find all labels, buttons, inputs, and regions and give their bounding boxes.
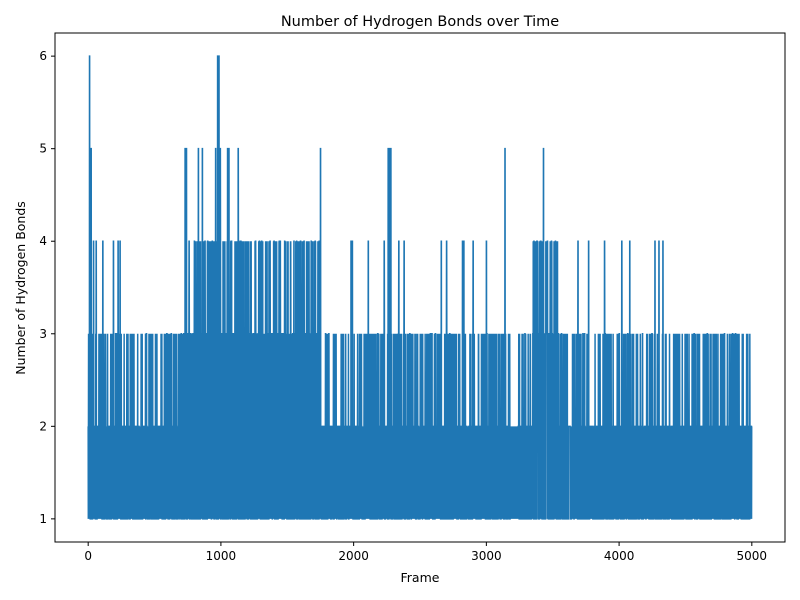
x-axis-label: Frame bbox=[401, 570, 440, 585]
series-line-group bbox=[87, 55, 753, 520]
y-tick-label: 2 bbox=[39, 419, 47, 433]
x-axis-ticks: 0 1000 2000 3000 4000 5000 bbox=[84, 542, 767, 563]
chart-title: Number of Hydrogen Bonds over Time bbox=[281, 14, 559, 30]
series-line bbox=[87, 55, 753, 520]
y-tick-label: 6 bbox=[39, 49, 47, 63]
y-axis-label: Number of Hydrogen Bonds bbox=[13, 201, 28, 375]
x-tick-label: 1000 bbox=[206, 549, 237, 563]
x-tick-label: 2000 bbox=[338, 549, 369, 563]
y-tick-label: 1 bbox=[39, 512, 47, 526]
x-tick-label: 5000 bbox=[737, 549, 768, 563]
y-tick-label: 5 bbox=[39, 142, 47, 156]
y-tick-label: 4 bbox=[39, 234, 47, 248]
x-tick-label: 0 bbox=[84, 549, 92, 563]
y-tick-label: 3 bbox=[39, 327, 47, 341]
x-tick-label: 3000 bbox=[471, 549, 502, 563]
x-tick-label: 4000 bbox=[604, 549, 635, 563]
plot-area-frame bbox=[54, 32, 786, 543]
y-axis-ticks: 1 2 3 4 5 6 bbox=[39, 49, 55, 526]
